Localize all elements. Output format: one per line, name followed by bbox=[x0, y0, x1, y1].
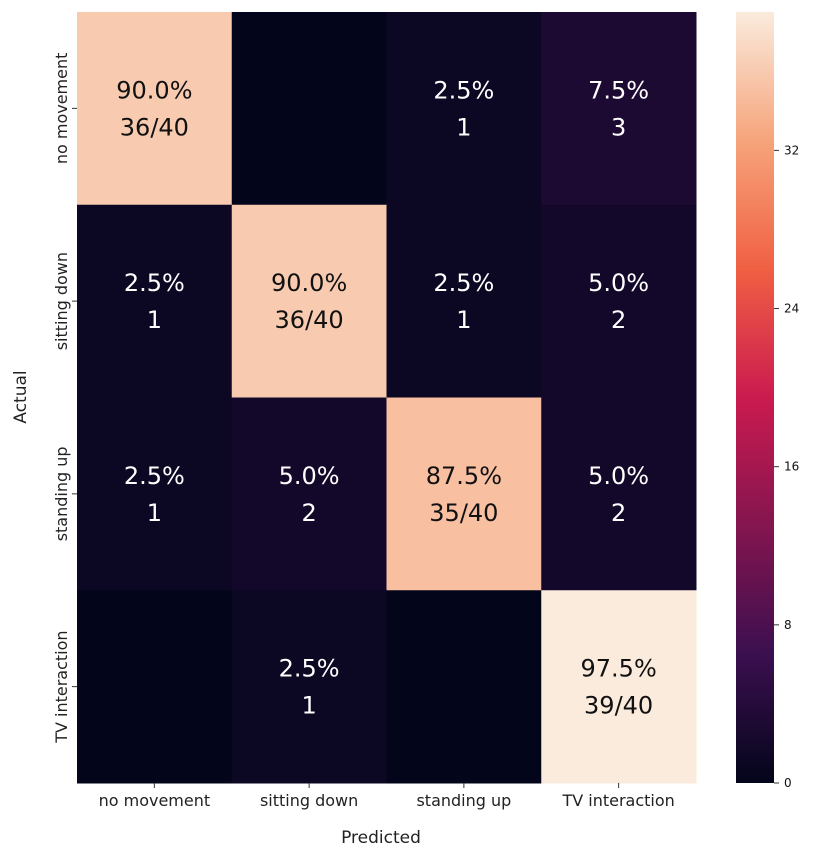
cell-percent-label: 97.5% bbox=[581, 655, 657, 683]
cell-percent-label: 2.5% bbox=[279, 655, 340, 683]
x-tick-label: no movement bbox=[99, 791, 211, 810]
cell-count-label: 2 bbox=[301, 499, 316, 527]
cell-count-label: 1 bbox=[147, 306, 162, 334]
x-tick-label: TV interaction bbox=[561, 791, 674, 810]
y-tick-label: TV interaction bbox=[52, 630, 71, 743]
cell-percent-label: 5.0% bbox=[279, 462, 340, 490]
x-axis-label: Predicted bbox=[341, 828, 421, 848]
y-tick-label: no movement bbox=[52, 53, 71, 165]
cell-count-label: 3 bbox=[611, 113, 626, 141]
heatmap-cell bbox=[386, 204, 542, 398]
colorbar-tick-label: 0 bbox=[784, 776, 792, 790]
heatmap-cell bbox=[231, 397, 387, 591]
colorbar-tick-label: 24 bbox=[784, 302, 799, 316]
heatmap-cells bbox=[77, 12, 697, 784]
cell-percent-label: 2.5% bbox=[433, 269, 494, 297]
cell-percent-label: 2.5% bbox=[124, 462, 185, 490]
colorbar-tick-label: 32 bbox=[784, 143, 799, 157]
cell-count-label: 36/40 bbox=[275, 306, 344, 334]
cell-count-label: 1 bbox=[456, 306, 471, 334]
cell-percent-label: 2.5% bbox=[124, 269, 185, 297]
x-tick-labels: no movement sitting down standing up TV int… bbox=[99, 783, 675, 810]
heatmap-cell bbox=[541, 397, 697, 591]
cell-percent-label: 87.5% bbox=[426, 462, 502, 490]
heatmap-cell bbox=[77, 397, 233, 591]
y-axis-label: Actual bbox=[11, 370, 31, 423]
heatmap-cell bbox=[386, 397, 542, 591]
heatmap-cell bbox=[386, 590, 542, 784]
heatmap-cell bbox=[541, 204, 697, 398]
cell-count-label: 1 bbox=[301, 692, 316, 720]
x-tick-label: standing up bbox=[416, 791, 511, 810]
cell-count-label: 2 bbox=[611, 499, 626, 527]
cell-percent-label: 90.0% bbox=[271, 269, 347, 297]
heatmap-cell bbox=[231, 590, 387, 784]
cell-annotations: 90.0% 36/40 2.5% 1 7.5% 3 2.5% 1 90.0% 36/40 2.5% 1… bbox=[116, 76, 657, 719]
heatmap-cell bbox=[386, 12, 542, 206]
y-tick-label: standing up bbox=[52, 446, 71, 541]
heatmap-cell bbox=[77, 12, 233, 206]
cell-percent-label: 5.0% bbox=[588, 462, 649, 490]
heatmap-cell bbox=[231, 204, 387, 398]
cell-count-label: 1 bbox=[147, 499, 162, 527]
colorbar bbox=[736, 12, 774, 783]
cell-count-label: 35/40 bbox=[429, 499, 498, 527]
cell-count-label: 36/40 bbox=[120, 113, 189, 141]
y-tick-labels: no movement sitting down standing up TV int… bbox=[52, 53, 77, 744]
cell-percent-label: 7.5% bbox=[588, 76, 649, 104]
y-tick-label: sitting down bbox=[52, 252, 71, 350]
colorbar-tick-label: 8 bbox=[784, 618, 792, 632]
cell-count-label: 39/40 bbox=[584, 692, 653, 720]
x-tick-label: sitting down bbox=[260, 791, 358, 810]
heatmap-cell bbox=[77, 590, 233, 784]
cell-percent-label: 5.0% bbox=[588, 269, 649, 297]
heatmap-cell bbox=[231, 12, 387, 206]
cell-percent-label: 2.5% bbox=[433, 76, 494, 104]
colorbar-ticks: 0 8 16 24 32 bbox=[774, 143, 799, 790]
heatmap-cell bbox=[541, 12, 697, 206]
heatmap-cell bbox=[541, 590, 697, 784]
cell-count-label: 1 bbox=[456, 113, 471, 141]
cell-count-label: 2 bbox=[611, 306, 626, 334]
cell-percent-label: 90.0% bbox=[116, 76, 192, 104]
heatmap-cell bbox=[77, 204, 233, 398]
colorbar-tick-label: 16 bbox=[784, 460, 799, 474]
